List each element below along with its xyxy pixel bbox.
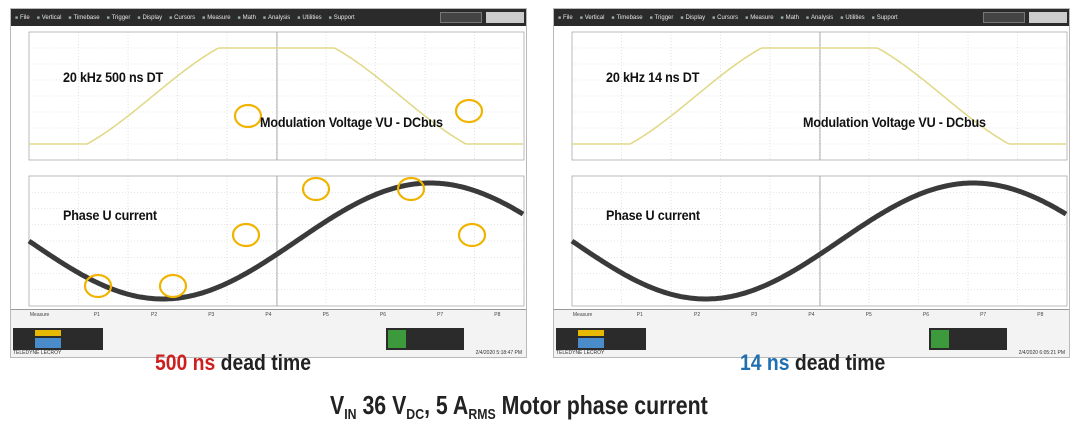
scope-panel-right: File Vertical Timebase Trigger Display Cursor… <box>553 8 1070 358</box>
highlight-circle <box>457 222 487 248</box>
menu-item-utilities[interactable]: Utilities <box>840 15 864 21</box>
scope-logo <box>440 12 482 23</box>
scope-statusbar: Measure P1 P2 P3 P4 P5 P6 P7 P8 TELEDYNE LECROY … <box>11 309 526 357</box>
timebase-trigger-box[interactable] <box>929 328 1007 350</box>
menu-item-math[interactable]: Math <box>781 15 799 21</box>
current-trace-label: Phase U current <box>606 207 700 223</box>
highlight-circle <box>231 222 261 248</box>
voltage-trace-label: Modulation Voltage VU - DCbus <box>803 114 986 130</box>
dead-time-caption-right: 14 ns dead time <box>740 350 885 376</box>
grid <box>571 31 1068 307</box>
channel-descriptor[interactable] <box>556 328 646 350</box>
menu-item-trigger[interactable]: Trigger <box>650 15 674 21</box>
voltage-trace <box>572 47 1066 145</box>
channel-descriptor[interactable] <box>13 328 103 350</box>
scope-logo <box>983 12 1025 23</box>
scope-panel-left: File Vertical Timebase Trigger Display Cursor… <box>10 8 527 358</box>
vin-subscript: IN <box>344 406 357 423</box>
highlight-circle <box>396 176 426 202</box>
current-trace <box>570 180 1068 302</box>
window-controls[interactable] <box>486 12 524 23</box>
dead-time-text: dead time <box>789 350 886 375</box>
menu-item-analysis[interactable]: Analysis <box>263 15 290 21</box>
menu-item-vertical[interactable]: Vertical <box>580 15 605 21</box>
menu-item-analysis[interactable]: Analysis <box>806 15 833 21</box>
dead-time-caption-left: 500 ns dead time <box>155 350 311 376</box>
waveform-area <box>554 26 1069 315</box>
menu-item-measure[interactable]: Measure <box>745 15 773 21</box>
highlight-circle <box>158 273 188 299</box>
scope-menubar: File Vertical Timebase Trigger Display Cursor… <box>554 9 1069 26</box>
voltage-trace <box>29 47 523 145</box>
highlight-circle <box>454 98 484 124</box>
brand-text: TELEDYNE LECROY <box>556 350 605 356</box>
menu-item-file[interactable]: File <box>558 15 573 21</box>
frequency-label: 20 kHz 500 ns DT <box>63 69 164 85</box>
motor-phase-text: Motor phase current <box>495 390 708 420</box>
highlight-circle <box>233 103 263 129</box>
rms-subscript: RMS <box>468 406 496 423</box>
menu-item-timebase[interactable]: Timebase <box>611 15 642 21</box>
timestamp: 2/4/2020 6:05:21 PM <box>1018 350 1065 356</box>
dead-time-text: dead time <box>215 350 312 375</box>
dead-time-value: 14 ns <box>740 350 790 375</box>
scope-statusbar: Measure P1 P2 P3 P4 P5 P6 P7 P8 TELEDYNE LECROY … <box>554 309 1069 357</box>
timebase-trigger-box[interactable] <box>386 328 464 350</box>
timestamp: 2/4/2020 5:18:47 PM <box>475 350 522 356</box>
waveform-svg <box>27 31 525 307</box>
waveform-svg <box>570 31 1068 307</box>
highlight-circle <box>301 176 331 202</box>
measurement-row: Measure P1 P2 P3 P4 P5 P6 P7 P8 <box>29 312 501 318</box>
dc-subscript: DC <box>406 406 425 423</box>
menu-item-utilities[interactable]: Utilities <box>297 15 321 21</box>
scope-menubar: File Vertical Timebase Trigger Display Cursor… <box>11 9 526 26</box>
grid <box>28 31 525 307</box>
menu-item-math[interactable]: Math <box>238 15 256 21</box>
menu-item-cursors[interactable]: Cursors <box>169 15 195 21</box>
menu-item-measure[interactable]: Measure <box>202 15 230 21</box>
current-value: , 5 A <box>424 390 469 420</box>
waveform-area <box>11 26 526 315</box>
menu-item-file[interactable]: File <box>15 15 30 21</box>
frequency-label: 20 kHz 14 ns DT <box>606 69 700 85</box>
brand-text: TELEDYNE LECROY <box>13 350 62 356</box>
menu-item-display[interactable]: Display <box>680 15 705 21</box>
menu-item-timebase[interactable]: Timebase <box>68 15 99 21</box>
current-trace-label: Phase U current <box>63 207 157 223</box>
menu-item-vertical[interactable]: Vertical <box>37 15 62 21</box>
menu-item-support[interactable]: Support <box>872 15 898 21</box>
vin-value: 36 V <box>356 390 407 420</box>
menu-item-trigger[interactable]: Trigger <box>107 15 131 21</box>
dead-time-value: 500 ns <box>155 350 216 375</box>
vin-symbol: V <box>330 390 345 420</box>
test-conditions-caption: VIN 36 VDC, 5 ARMS Motor phase current <box>330 390 708 423</box>
menu-item-support[interactable]: Support <box>329 15 355 21</box>
window-controls[interactable] <box>1029 12 1067 23</box>
menu-item-display[interactable]: Display <box>137 15 162 21</box>
highlight-circle <box>83 273 113 299</box>
menu-item-cursors[interactable]: Cursors <box>712 15 738 21</box>
voltage-trace-label: Modulation Voltage VU - DCbus <box>260 114 443 130</box>
measurement-row: Measure P1 P2 P3 P4 P5 P6 P7 P8 <box>572 312 1044 318</box>
